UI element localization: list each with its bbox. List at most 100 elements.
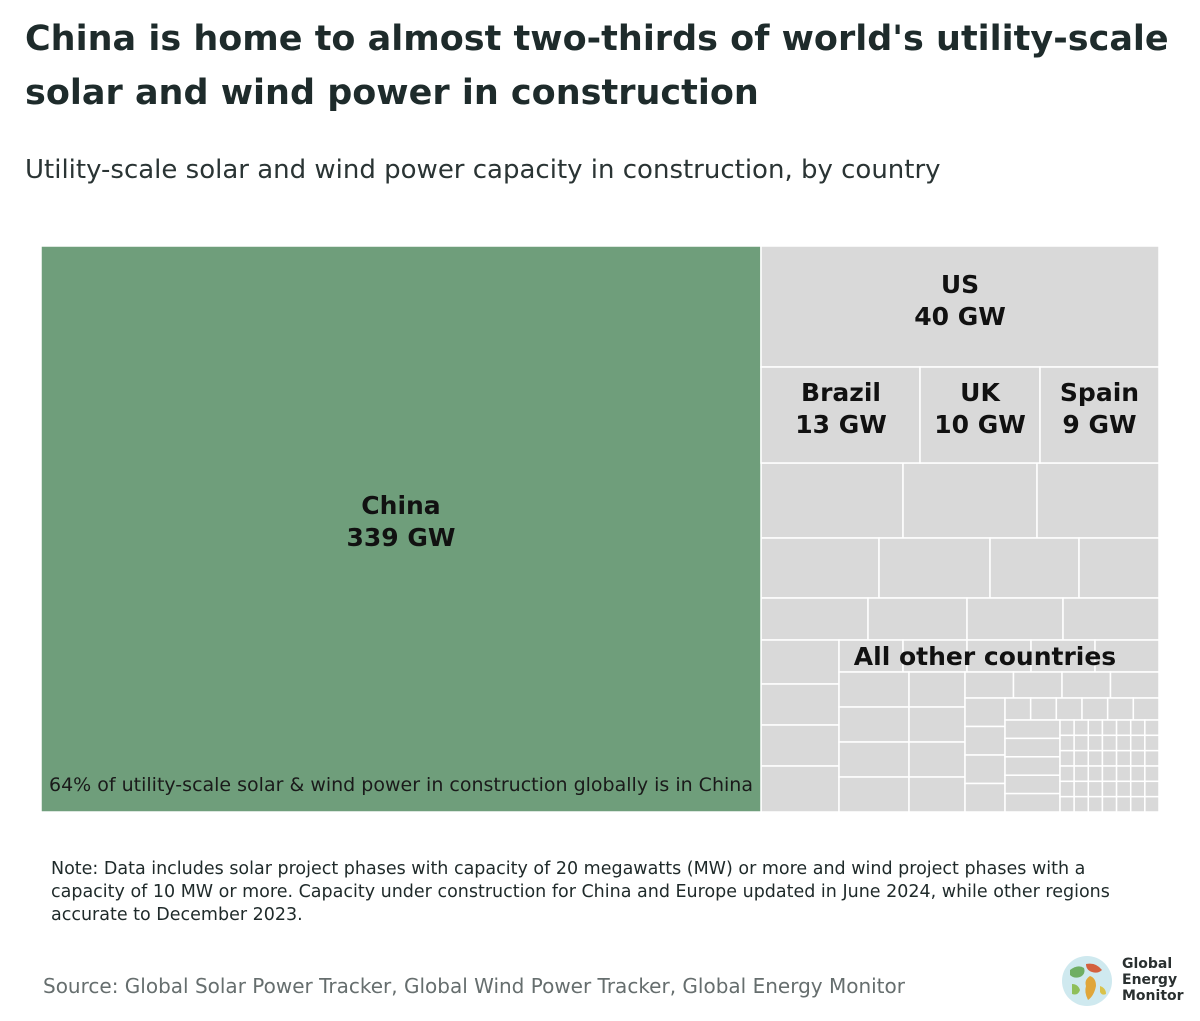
cell-value-china: 339 GW [347, 523, 456, 552]
other-cell-77 [1129, 719, 1146, 737]
other-cell-54 [1073, 734, 1090, 752]
other-cell-79 [1129, 749, 1146, 767]
other-cell-71 [1115, 719, 1132, 737]
other-cell-8 [867, 597, 968, 641]
other-cell-26 [908, 741, 966, 778]
cell-name-spain: Spain [1060, 378, 1139, 407]
other-cell-56 [1073, 765, 1090, 783]
other-cell-85 [1144, 749, 1159, 767]
other-cell-73 [1115, 749, 1132, 767]
chart-subtitle: Utility-scale solar and wind power capac… [25, 155, 941, 185]
cell-labels: China 339 GW US 40 GW Brazil 13 GW UK 10 GW Spai… [347, 270, 1140, 552]
logo-line-2: Energy [1122, 972, 1178, 988]
other-cell-13 [760, 724, 840, 767]
other-cell-20 [838, 671, 910, 708]
other-cell-70 [1101, 795, 1118, 812]
other-cell-0 [760, 462, 904, 539]
other-cell-24 [908, 671, 966, 708]
other-cell-3 [760, 537, 880, 599]
cell-name-uk: UK [960, 378, 1001, 407]
cell-name-us: US [941, 270, 979, 299]
chart-note: Note: Data includes solar project phases… [51, 859, 1110, 925]
other-cell-60 [1087, 734, 1104, 752]
other-cell-38 [1055, 697, 1083, 721]
cell-value-us: 40 GW [914, 302, 1006, 331]
other-cell-32 [964, 697, 1006, 728]
other-cell-37 [1029, 697, 1058, 721]
other-cell-59 [1087, 719, 1104, 737]
other-cell-9 [966, 597, 1064, 641]
other-cell-61 [1087, 749, 1104, 767]
other-cell-81 [1129, 780, 1146, 798]
other-cell-5 [989, 537, 1080, 599]
other-cell-46 [1004, 792, 1061, 812]
other-cell-2 [1036, 462, 1159, 539]
china-share-annotation: 64% of utility-scale solar & wind power … [49, 774, 753, 796]
cell-uk [919, 366, 1041, 464]
cell-value-uk: 10 GW [934, 410, 1026, 439]
other-cell-7 [760, 597, 869, 641]
other-cell-40 [1106, 697, 1135, 721]
other-cell-15 [838, 639, 904, 673]
other-cell-80 [1129, 765, 1146, 783]
other-cell-34 [964, 754, 1006, 785]
cell-name-china: China [361, 491, 440, 520]
other-cell-28 [964, 671, 1015, 699]
other-cell-67 [1101, 749, 1118, 767]
other-cell-33 [964, 725, 1006, 756]
other-cell-21 [838, 706, 910, 743]
other-cell-69 [1101, 780, 1118, 798]
other-cell-64 [1087, 795, 1104, 812]
other-cell-42 [1004, 719, 1061, 740]
cell-value-brazil: 13 GW [795, 410, 887, 439]
other-cell-78 [1129, 734, 1146, 752]
chart-source: Source: Global Solar Power Tracker, Glob… [43, 974, 905, 998]
other-countries-cells [760, 462, 1159, 812]
cell-us [760, 246, 1159, 368]
other-cell-62 [1087, 765, 1104, 783]
other-cell-51 [1059, 780, 1075, 798]
other-cell-58 [1073, 795, 1090, 812]
other-cell-87 [1144, 780, 1159, 798]
other-cell-75 [1115, 780, 1132, 798]
other-cell-57 [1073, 780, 1090, 798]
other-cell-50 [1059, 765, 1075, 783]
other-cell-65 [1101, 719, 1118, 737]
other-cell-44 [1004, 756, 1061, 776]
other-cell-14 [760, 765, 840, 812]
other-cell-39 [1081, 697, 1109, 721]
other-cell-63 [1087, 780, 1104, 798]
cell-china [41, 246, 762, 812]
other-cell-29 [1012, 671, 1063, 699]
other-cell-12 [760, 683, 840, 726]
other-cell-55 [1073, 749, 1090, 767]
other-cell-1 [902, 462, 1038, 539]
other-cell-11 [760, 639, 840, 685]
other-cell-43 [1004, 737, 1061, 758]
gem-logo: Global Energy Monitor [1060, 954, 1192, 1010]
other-cell-76 [1115, 795, 1132, 812]
other-cell-27 [908, 776, 966, 812]
other-cell-41 [1132, 697, 1159, 721]
globe-icon [1062, 956, 1112, 1006]
other-cell-66 [1101, 734, 1118, 752]
other-cell-52 [1059, 795, 1075, 812]
country-cells [41, 246, 1159, 812]
other-cell-25 [908, 706, 966, 743]
other-cell-74 [1115, 765, 1132, 783]
other-cell-83 [1144, 719, 1159, 737]
other-cell-88 [1144, 795, 1159, 812]
other-cell-48 [1059, 734, 1075, 752]
other-cell-22 [838, 741, 910, 778]
treemap-chart: China 339 GW US 40 GW Brazil 13 GW UK 10 GW Spai… [41, 246, 1159, 812]
other-cell-84 [1144, 734, 1159, 752]
other-cell-45 [1004, 774, 1061, 795]
other-cell-31 [1109, 671, 1159, 699]
other-cell-23 [838, 776, 910, 812]
other-cell-30 [1061, 671, 1112, 699]
chart-title: China is home to almost two-thirds of wo… [25, 19, 1169, 113]
other-cell-35 [964, 782, 1006, 812]
other-cell-53 [1073, 719, 1090, 737]
other-cell-47 [1059, 719, 1075, 737]
cell-spain [1039, 366, 1159, 464]
